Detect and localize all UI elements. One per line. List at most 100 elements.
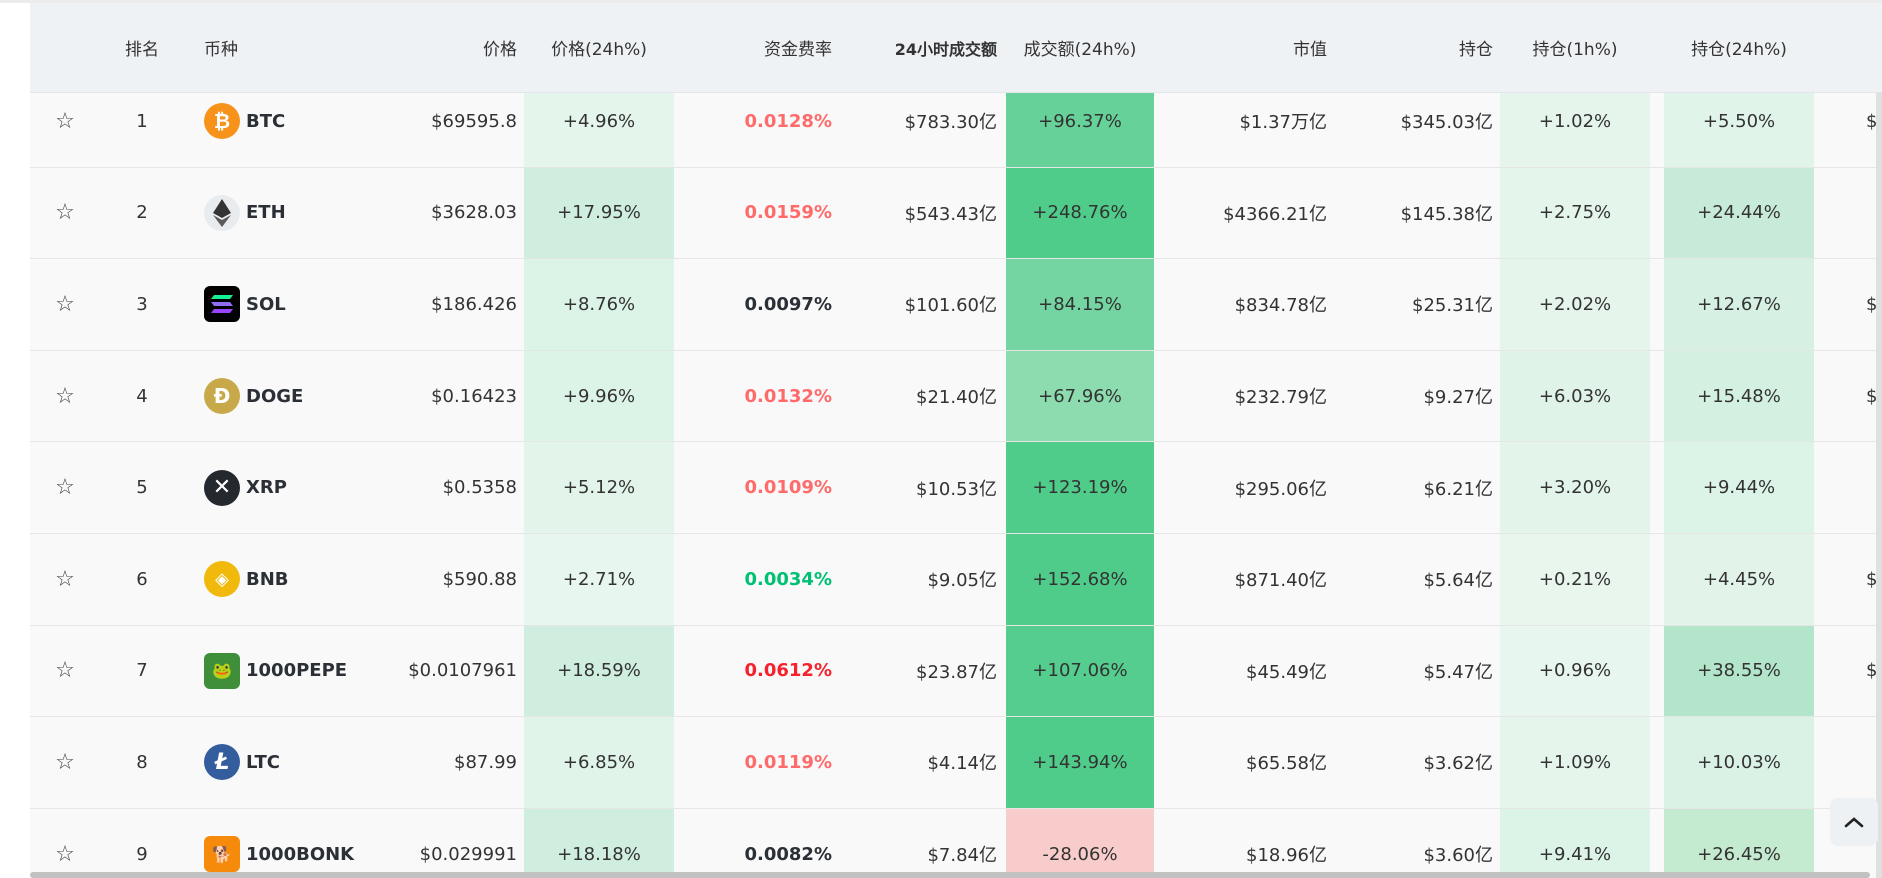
market-cap: $871.40亿 — [1234, 570, 1327, 592]
coin-link[interactable]: ✕ XRP — [204, 442, 404, 533]
table-row[interactable]: ☆ 7 🐸 1000PEPE $0.0107961 +18.59% 0.0612% $23.8… — [30, 625, 1882, 718]
truncated-column-value: $ — [1866, 660, 1878, 682]
favorite-star-icon[interactable]: ☆ — [55, 841, 75, 867]
rank: 3 — [136, 293, 148, 315]
oi-change-1h: +6.03% — [1500, 350, 1650, 442]
price-change-24h: +9.96% — [524, 350, 674, 442]
volume-24h: $21.40亿 — [916, 387, 997, 409]
coin-symbol: 1000BONK — [246, 843, 355, 865]
price-change-24h: +6.85% — [524, 717, 674, 808]
market-cap: $834.78亿 — [1234, 295, 1327, 317]
coin-symbol: ETH — [246, 202, 286, 224]
volume-change-24h: +123.19% — [1006, 442, 1154, 533]
oi-change-24h: +10.03% — [1664, 717, 1814, 808]
table-row[interactable]: ☆ 9 🐕 1000BONK $0.029991 +18.18% 0.0082% $7.84亿… — [30, 808, 1882, 878]
horizontal-scrollbar[interactable] — [30, 872, 1870, 878]
funding-rate: 0.0159% — [744, 202, 833, 224]
header-oi-24h[interactable]: 持仓(24h%) — [1691, 40, 1787, 60]
header-coin[interactable]: 币种 — [204, 40, 238, 60]
volume-change-24h: +143.94% — [1006, 717, 1154, 808]
price: $186.426 — [431, 293, 517, 315]
volume-24h: $4.14亿 — [927, 753, 997, 775]
volume-24h: $101.60亿 — [904, 295, 997, 317]
favorite-star-icon[interactable]: ☆ — [55, 383, 75, 409]
header-rank[interactable]: 排名 — [125, 40, 159, 60]
coin-link[interactable]: ETH — [204, 168, 404, 259]
oi-change-1h: +0.96% — [1500, 625, 1650, 717]
coin-link[interactable]: SOL — [204, 259, 404, 350]
oi-change-1h: +3.20% — [1500, 442, 1650, 533]
ethereum-icon — [204, 194, 240, 231]
coin-link[interactable]: Ð DOGE — [204, 351, 404, 442]
volume-change-24h: +248.76% — [1006, 167, 1154, 259]
volume-change-24h: +152.68% — [1006, 534, 1154, 625]
header-price[interactable]: 价格 — [483, 40, 517, 60]
favorite-star-icon[interactable]: ☆ — [55, 658, 75, 684]
vertical-scrollbar[interactable] — [1876, 3, 1882, 878]
oi-change-24h: +26.45% — [1664, 808, 1814, 878]
table-row[interactable]: ☆ 5 ✕ XRP $0.5358 +5.12% 0.0109% $10.53亿 +123.19… — [30, 442, 1882, 534]
rank: 2 — [136, 202, 148, 224]
header-funding-rate[interactable]: 资金费率 — [764, 40, 832, 60]
market-cap: $18.96亿 — [1246, 845, 1327, 867]
favorite-star-icon[interactable]: ☆ — [55, 291, 75, 317]
favorite-star-icon[interactable]: ☆ — [55, 200, 75, 226]
funding-rate: 0.0082% — [744, 843, 833, 865]
header-open-interest[interactable]: 持仓 — [1459, 40, 1493, 60]
header-price-24h[interactable]: 价格(24h%) — [551, 40, 647, 60]
favorite-star-icon[interactable]: ☆ — [55, 566, 75, 592]
oi-change-1h: +9.41% — [1500, 808, 1650, 878]
coin-link[interactable]: ◈ BNB — [204, 534, 404, 625]
price: $69595.8 — [431, 110, 517, 132]
price-change-24h: +8.76% — [524, 259, 674, 350]
price: $0.16423 — [431, 385, 517, 407]
table-row[interactable]: ☆ 6 ◈ BNB $590.88 +2.71% 0.0034% $9.05亿 +152.68%… — [30, 534, 1882, 626]
open-interest: $3.62亿 — [1423, 753, 1493, 775]
open-interest: $5.47亿 — [1423, 661, 1493, 683]
rank: 9 — [136, 843, 148, 865]
price-change-24h: +17.95% — [524, 167, 674, 259]
price-change-24h: +2.71% — [524, 534, 674, 625]
rank: 5 — [136, 477, 148, 499]
price: $3628.03 — [431, 202, 517, 224]
header-oi-1h[interactable]: 持仓(1h%) — [1532, 40, 1618, 60]
price: $590.88 — [442, 568, 517, 590]
bitcoin-icon: ₿ — [204, 103, 240, 140]
coin-link[interactable]: 🐸 1000PEPE — [204, 626, 404, 717]
header-market-cap[interactable]: 市值 — [1293, 40, 1327, 60]
bonk-icon: 🐕 — [204, 836, 240, 873]
favorite-star-icon[interactable]: ☆ — [55, 749, 75, 775]
truncated-column-value: $ — [1866, 385, 1878, 407]
oi-change-24h: +38.55% — [1664, 625, 1814, 717]
header-volume-24h[interactable]: 24小时成交额 — [894, 39, 997, 59]
table-row[interactable]: ☆ 2 ETH $3628.03 +17.95% 0.0159% $543.43亿 +248.… — [30, 167, 1882, 260]
funding-rate: 0.0097% — [744, 293, 833, 315]
oi-change-24h: +12.67% — [1664, 259, 1814, 350]
price-change-24h: +18.18% — [524, 808, 674, 878]
litecoin-icon: Ł — [204, 744, 240, 781]
coin-link[interactable]: Ł LTC — [204, 717, 404, 808]
table-row[interactable]: ☆ 8 Ł LTC $87.99 +6.85% 0.0119% $4.14亿 +143.94% $… — [30, 717, 1882, 809]
coin-symbol: 1000PEPE — [246, 660, 348, 682]
oi-change-1h: +2.02% — [1500, 259, 1650, 350]
chevron-up-icon — [1844, 817, 1864, 828]
favorite-star-icon[interactable]: ☆ — [55, 108, 75, 134]
rank: 6 — [136, 568, 148, 590]
coin-link[interactable]: 🐕 1000BONK — [204, 809, 404, 878]
volume-change-24h: -28.06% — [1006, 808, 1154, 878]
dogecoin-icon: Ð — [204, 378, 240, 415]
scroll-to-top-button[interactable] — [1830, 798, 1878, 846]
price: $87.99 — [454, 751, 517, 773]
table-row[interactable]: ☆ 4 Ð DOGE $0.16423 +9.96% 0.0132% $21.40亿 +67.9… — [30, 350, 1882, 443]
market-cap: $45.49亿 — [1246, 661, 1327, 683]
table-row[interactable]: ☆ 3 SOL $186.426 +8.76% 0.0097% $101.60亿 +84.15… — [30, 259, 1882, 351]
table-header: 排名 币种 价格 价格(24h%) 资金费率 24小时成交额 成交额(24h%)… — [30, 3, 1882, 93]
rank: 1 — [136, 110, 148, 132]
coin-link[interactable]: ₿ BTC — [204, 76, 404, 167]
header-volume-change-24h[interactable]: 成交额(24h%) — [1023, 40, 1137, 60]
favorite-star-icon[interactable]: ☆ — [55, 475, 75, 501]
volume-24h: $543.43亿 — [904, 203, 997, 225]
oi-change-1h: +2.75% — [1500, 167, 1650, 259]
rank: 8 — [136, 751, 148, 773]
funding-rate: 0.0119% — [744, 751, 833, 773]
